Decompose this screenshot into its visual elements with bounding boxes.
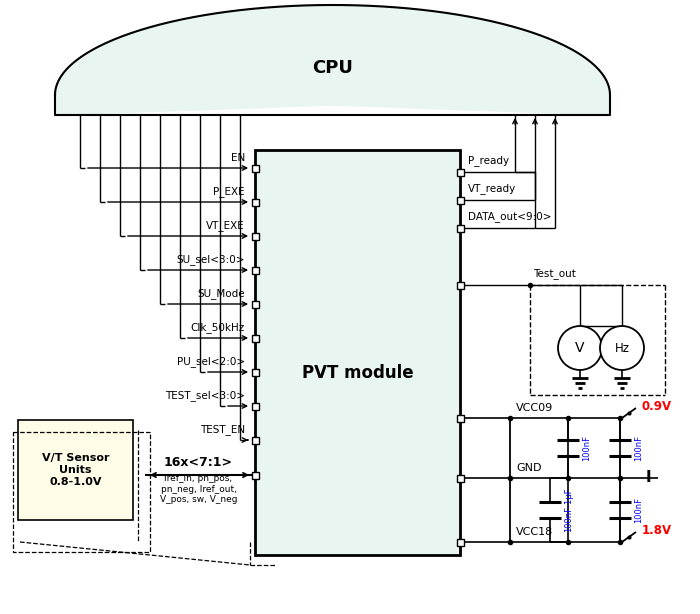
Text: Hz: Hz [615, 341, 629, 354]
Text: DATA_out<9:0>: DATA_out<9:0> [468, 211, 552, 222]
Text: TEST_sel<3:0>: TEST_sel<3:0> [165, 390, 245, 401]
Text: VT_EXE: VT_EXE [206, 220, 245, 231]
Bar [456, 168, 463, 176]
Bar [456, 475, 463, 481]
Bar [251, 198, 258, 206]
Text: V/T Sensor
Units
0.8-1.0V: V/T Sensor Units 0.8-1.0V [42, 453, 109, 487]
Bar [251, 472, 258, 478]
Bar [251, 233, 258, 239]
Circle shape [558, 326, 602, 370]
Polygon shape [55, 5, 610, 115]
Text: 16x<7:1>: 16x<7:1> [164, 456, 233, 470]
Bar [251, 165, 258, 171]
Text: P_EXE: P_EXE [214, 186, 245, 197]
Text: Clk_50kHz: Clk_50kHz [190, 322, 245, 333]
Text: 100nF: 100nF [634, 435, 643, 461]
FancyBboxPatch shape [255, 150, 460, 555]
Text: GND: GND [516, 463, 542, 473]
Bar [251, 335, 258, 341]
Bar [251, 300, 258, 308]
Circle shape [600, 326, 644, 370]
Text: 100nF: 100nF [634, 497, 643, 523]
Text: Iref_in, pn_pos,
pn_neg, Iref_out,
V_pos, sw, V_neg: Iref_in, pn_pos, pn_neg, Iref_out, V_pos… [160, 474, 237, 504]
Text: VCC09: VCC09 [516, 403, 553, 413]
FancyBboxPatch shape [18, 420, 133, 520]
Text: 0.9V: 0.9V [642, 400, 672, 413]
Text: 100nF-1μF: 100nF-1μF [564, 488, 573, 532]
Text: CPU: CPU [312, 59, 353, 77]
Bar [456, 281, 463, 289]
Bar [456, 538, 463, 545]
Bar [251, 368, 258, 376]
Text: P_ready: P_ready [468, 155, 509, 166]
Bar [456, 196, 463, 203]
Bar [251, 266, 258, 273]
Text: SU_sel<3:0>: SU_sel<3:0> [176, 254, 245, 265]
Text: SU_Mode: SU_Mode [197, 288, 245, 299]
Text: 1.8V: 1.8V [642, 524, 672, 537]
Text: 100nF: 100nF [582, 435, 591, 461]
Text: Test_out: Test_out [533, 268, 576, 279]
Bar [456, 225, 463, 231]
Text: EN: EN [231, 153, 245, 163]
Text: V: V [575, 341, 584, 355]
Text: VCC18: VCC18 [516, 527, 553, 537]
Text: I: I [645, 470, 651, 486]
Text: TEST_EN: TEST_EN [200, 424, 245, 435]
Bar [251, 437, 258, 443]
Text: PVT module: PVT module [302, 363, 413, 381]
Text: PU_sel<2:0>: PU_sel<2:0> [177, 356, 245, 367]
Bar [251, 403, 258, 410]
Text: VT_ready: VT_ready [468, 183, 517, 194]
Bar [456, 414, 463, 421]
